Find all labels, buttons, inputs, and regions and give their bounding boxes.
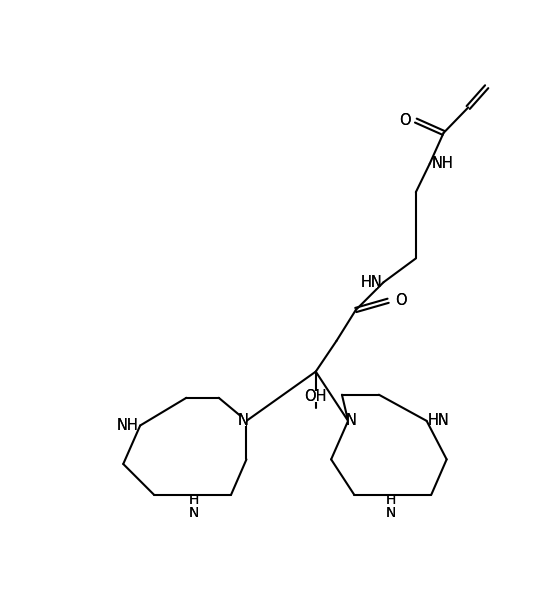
Text: HN: HN xyxy=(428,413,450,429)
Text: N: N xyxy=(238,413,249,429)
Text: H
N: H N xyxy=(189,493,199,520)
Text: HN: HN xyxy=(360,275,382,290)
Bar xyxy=(348,415,354,426)
Text: HN: HN xyxy=(428,413,450,429)
Text: O: O xyxy=(399,113,411,128)
Text: H
N: H N xyxy=(189,493,199,520)
Text: O: O xyxy=(395,293,406,308)
Text: NH: NH xyxy=(431,156,453,171)
Text: H
N: H N xyxy=(385,493,396,520)
Text: H
N: H N xyxy=(385,493,396,520)
Text: OH: OH xyxy=(305,388,327,404)
Text: NH: NH xyxy=(117,418,139,433)
Text: N: N xyxy=(346,413,356,429)
Text: O: O xyxy=(395,293,406,308)
Bar xyxy=(310,391,321,402)
Bar xyxy=(398,296,403,306)
Text: O: O xyxy=(399,113,411,128)
Bar xyxy=(241,415,246,426)
Text: OH: OH xyxy=(305,388,327,404)
Text: NH: NH xyxy=(431,156,453,171)
Bar xyxy=(402,115,408,126)
Bar xyxy=(436,158,448,169)
Text: HN: HN xyxy=(360,275,382,290)
Text: N: N xyxy=(238,413,249,429)
Bar xyxy=(191,495,197,517)
Bar xyxy=(122,420,133,431)
Bar xyxy=(433,415,445,426)
Text: N: N xyxy=(346,413,356,429)
Bar xyxy=(388,495,393,517)
Bar xyxy=(365,277,377,288)
Text: NH: NH xyxy=(117,418,139,433)
